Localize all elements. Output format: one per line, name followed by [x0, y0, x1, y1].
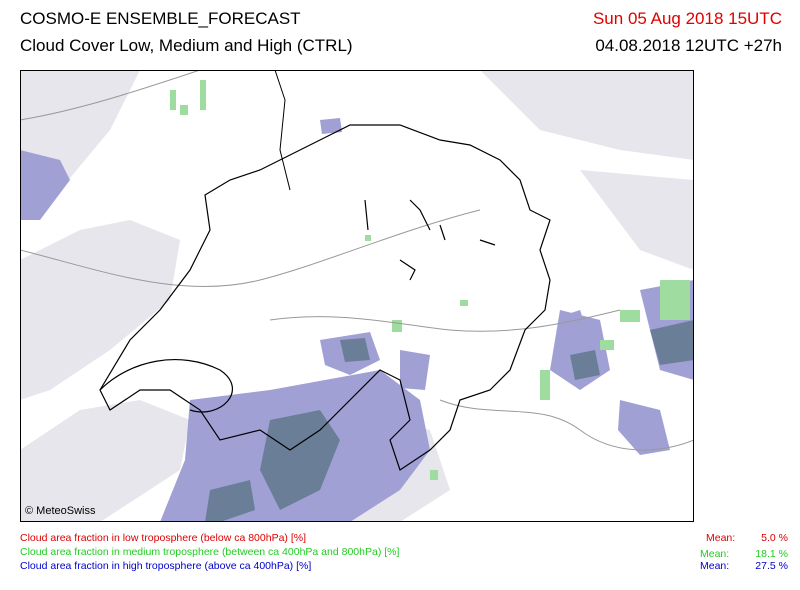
- legend-low: Cloud area fraction in low troposphere (…: [20, 532, 306, 544]
- mean-label-low: Mean:: [706, 532, 736, 544]
- valid-time: Sun 05 Aug 2018 15UTC: [592, 9, 782, 28]
- title: COSMO-E ENSEMBLE_FORECAST: [20, 9, 301, 28]
- lakes: [364, 199, 496, 281]
- mean-high: 27.5 %: [755, 560, 788, 572]
- lake-geneva: [99, 359, 233, 413]
- legend-medium: Cloud area fraction in medium tropospher…: [20, 546, 400, 558]
- mean-low: 5.0 %: [761, 532, 788, 544]
- run-time: 04.08.2018 12UTC +27h: [595, 36, 782, 55]
- subtitle: Cloud Cover Low, Medium and High (CTRL): [20, 36, 353, 55]
- legend-high: Cloud area fraction in high troposphere …: [20, 560, 312, 572]
- copyright: © MeteoSwiss: [25, 505, 96, 517]
- border-north: [274, 70, 291, 191]
- country-border: [99, 124, 551, 471]
- mean-label-medium: Mean:: [700, 548, 730, 560]
- borders-minor: [20, 70, 694, 451]
- map: © MeteoSwiss: [20, 70, 694, 522]
- mean-medium: 18.1 %: [755, 548, 788, 560]
- mean-label-high: Mean:: [700, 560, 730, 572]
- overlapping-cloud: [205, 320, 694, 522]
- medium-cloud: [170, 80, 690, 480]
- map-frame: [20, 70, 694, 522]
